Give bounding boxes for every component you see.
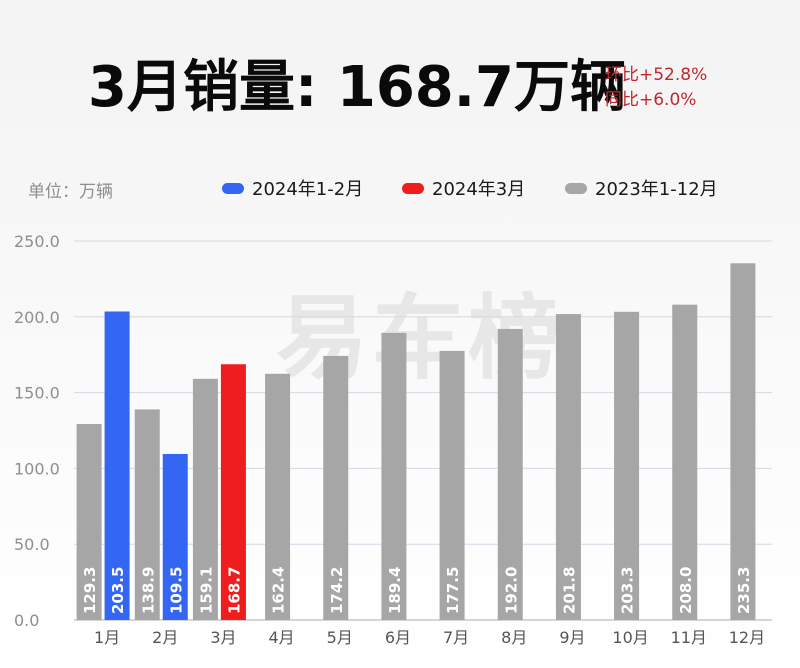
- data-label: 192.0: [502, 567, 520, 614]
- bar: [672, 304, 698, 620]
- bar: [555, 314, 581, 620]
- x-tick-label: 6月: [385, 628, 411, 647]
- data-label: 203.3: [619, 567, 637, 614]
- data-label: 208.0: [677, 567, 695, 614]
- bar: [220, 364, 246, 620]
- data-label: 203.5: [109, 567, 127, 614]
- legend-label: 2024年3月: [432, 179, 526, 200]
- x-tick-label: 9月: [559, 628, 585, 647]
- y-tick-label: 150.0: [14, 384, 60, 403]
- bar: [381, 332, 407, 620]
- legend-swatch-gray: [565, 182, 587, 194]
- y-tick-label: 0.0: [14, 611, 39, 630]
- x-tick-label: 5月: [327, 628, 353, 647]
- y-tick-label: 50.0: [14, 535, 50, 554]
- data-label: 174.2: [328, 567, 346, 614]
- data-label: 129.3: [81, 567, 99, 614]
- data-label: 109.5: [167, 567, 185, 614]
- bar: [265, 373, 291, 620]
- y-tick-label: 250.0: [14, 232, 60, 251]
- y-tick-label: 100.0: [14, 459, 60, 478]
- chart-title: 3月销量: 168.7万辆: [88, 55, 626, 120]
- legend-2024-jan-feb: 2024年1-2月: [222, 175, 363, 201]
- x-tick-label: 8月: [501, 628, 527, 647]
- legend-2023: 2023年1-12月: [565, 175, 718, 201]
- bar: [104, 311, 130, 620]
- bar: [76, 423, 102, 620]
- x-tick-label: 2月: [152, 628, 178, 647]
- bar: [497, 328, 523, 620]
- x-tick-label: 3月: [210, 628, 236, 647]
- legend-label: 2023年1-12月: [595, 179, 718, 200]
- legend-swatch-red: [402, 182, 424, 194]
- x-tick-label: 12月: [729, 628, 765, 647]
- x-tick-label: 11月: [671, 628, 707, 647]
- yoy-change: 同比+6.0%: [605, 90, 697, 110]
- mom-change: 环比+52.8%: [605, 65, 708, 85]
- data-label: 189.4: [386, 567, 404, 614]
- legend-swatch-blue: [222, 182, 244, 194]
- bar: [162, 453, 188, 620]
- x-tick-label: 4月: [268, 628, 294, 647]
- bar: [614, 311, 640, 620]
- bar: [134, 409, 160, 620]
- legend-2024-mar: 2024年3月: [402, 175, 525, 201]
- x-tick-label: 10月: [612, 628, 648, 647]
- bar: [323, 355, 349, 620]
- data-label: 235.3: [735, 567, 753, 614]
- bar: [439, 350, 465, 620]
- data-label: 138.9: [139, 567, 157, 614]
- data-label: 168.7: [225, 567, 243, 614]
- data-label: 159.1: [197, 567, 215, 614]
- x-tick-label: 1月: [94, 628, 120, 647]
- data-label: 201.8: [560, 567, 578, 614]
- y-tick-label: 200.0: [14, 308, 60, 327]
- data-label: 177.5: [444, 567, 462, 614]
- bar: [192, 378, 218, 620]
- data-label: 162.4: [270, 567, 288, 614]
- bar: [730, 263, 756, 620]
- unit-label: 单位：万辆: [28, 182, 113, 202]
- x-tick-label: 7月: [443, 628, 469, 647]
- legend-label: 2024年1-2月: [252, 179, 364, 200]
